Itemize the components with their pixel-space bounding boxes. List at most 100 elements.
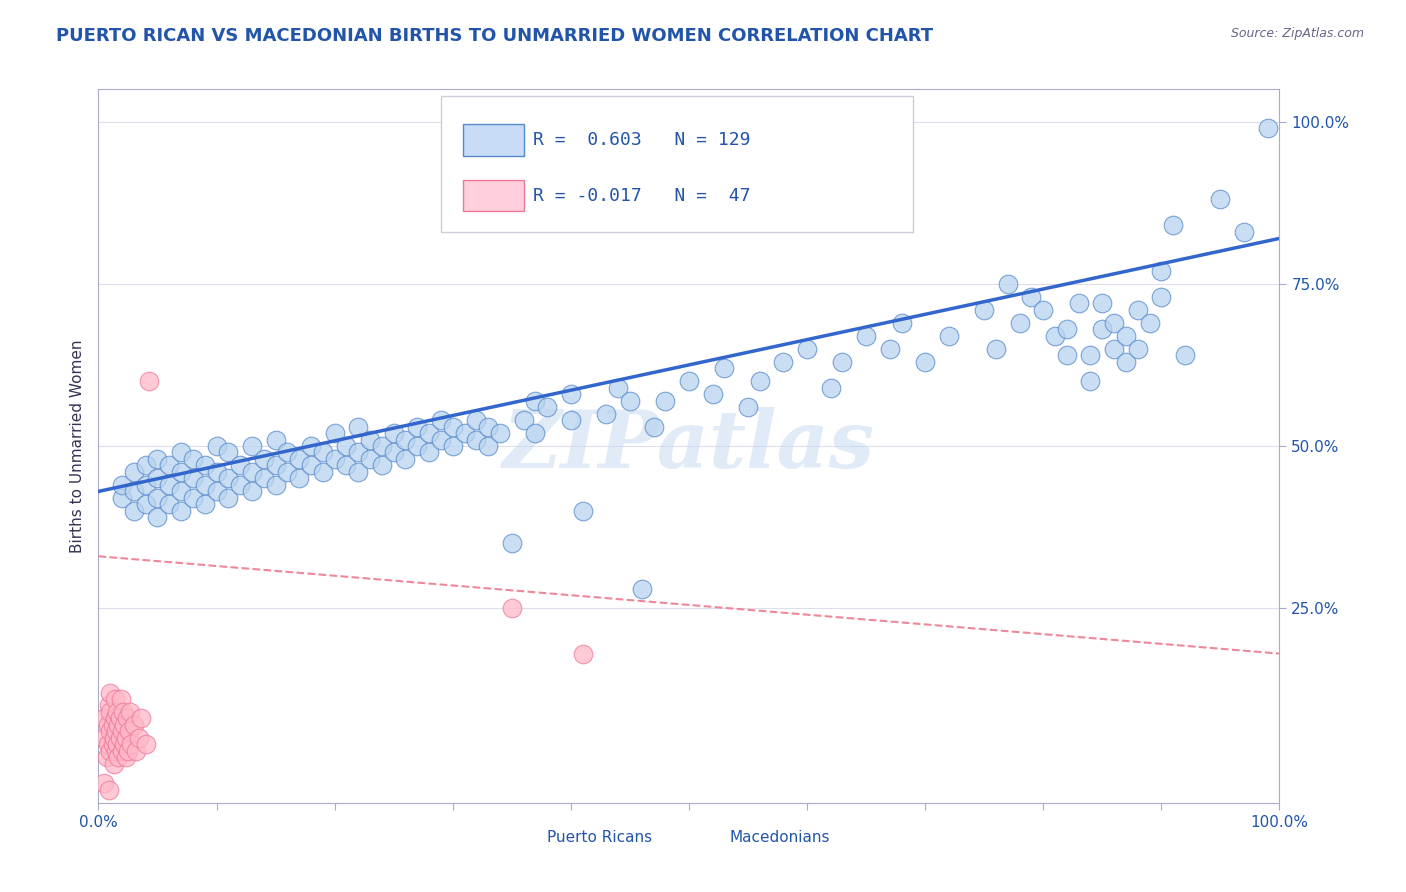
Point	[312, 465, 335, 479]
Point	[146, 471, 169, 485]
Point	[229, 458, 252, 473]
Point	[264, 458, 287, 473]
Point	[820, 381, 842, 395]
Point	[1150, 264, 1173, 278]
Point	[453, 425, 475, 440]
Point	[441, 439, 464, 453]
Point	[288, 471, 311, 485]
Point	[146, 491, 169, 505]
Point	[217, 491, 239, 505]
Point	[276, 445, 298, 459]
Point	[1032, 302, 1054, 317]
Point	[394, 433, 416, 447]
Point	[643, 419, 665, 434]
Point	[114, 731, 136, 745]
Point	[335, 458, 357, 473]
Point	[737, 400, 759, 414]
Point	[98, 685, 121, 699]
Point	[418, 425, 440, 440]
Y-axis label: Births to Unmarried Women: Births to Unmarried Women	[69, 339, 84, 553]
Point	[96, 750, 118, 764]
Point	[619, 393, 641, 408]
Point	[138, 374, 160, 388]
Text: Puerto Ricans: Puerto Ricans	[547, 830, 652, 845]
Point	[359, 433, 381, 447]
Point	[108, 731, 131, 745]
Point	[240, 439, 263, 453]
Point	[93, 731, 115, 745]
Point	[299, 458, 322, 473]
Point	[418, 445, 440, 459]
Point	[111, 724, 134, 739]
Point	[501, 601, 523, 615]
Point	[112, 705, 135, 719]
Point	[702, 387, 724, 401]
Point	[107, 718, 129, 732]
Point	[382, 445, 405, 459]
Point	[1233, 225, 1256, 239]
Point	[181, 491, 204, 505]
Point	[157, 497, 180, 511]
Point	[146, 510, 169, 524]
Point	[264, 433, 287, 447]
Point	[1126, 342, 1149, 356]
Point	[1126, 302, 1149, 317]
Text: R =  0.603   N = 129: R = 0.603 N = 129	[533, 131, 751, 149]
Point	[194, 458, 217, 473]
Text: ZIPatlas: ZIPatlas	[503, 408, 875, 484]
Point	[103, 756, 125, 771]
Point	[97, 718, 120, 732]
Point	[111, 478, 134, 492]
Point	[796, 342, 818, 356]
Point	[879, 342, 901, 356]
Point	[98, 698, 121, 713]
Point	[103, 731, 125, 745]
Point	[501, 536, 523, 550]
Point	[264, 478, 287, 492]
Point	[110, 692, 132, 706]
Point	[122, 504, 145, 518]
Point	[524, 393, 547, 408]
Point	[1056, 322, 1078, 336]
Point	[323, 425, 346, 440]
Point	[748, 374, 770, 388]
Point	[678, 374, 700, 388]
Point	[98, 782, 121, 797]
Point	[205, 484, 228, 499]
Point	[441, 419, 464, 434]
Point	[93, 711, 115, 725]
Point	[128, 731, 150, 745]
Point	[111, 491, 134, 505]
Point	[1102, 316, 1125, 330]
FancyBboxPatch shape	[441, 96, 914, 232]
Point	[104, 692, 127, 706]
Point	[1091, 296, 1114, 310]
Point	[477, 419, 499, 434]
Point	[571, 647, 593, 661]
Point	[97, 738, 120, 752]
Point	[240, 484, 263, 499]
Point	[1150, 290, 1173, 304]
Point	[1161, 219, 1184, 233]
Text: R = -0.017   N =  47: R = -0.017 N = 47	[533, 186, 751, 204]
Point	[157, 478, 180, 492]
Point	[135, 497, 157, 511]
Point	[288, 452, 311, 467]
Point	[394, 452, 416, 467]
Point	[713, 361, 735, 376]
Point	[430, 433, 453, 447]
Point	[98, 744, 121, 758]
Point	[98, 705, 121, 719]
Point	[465, 433, 488, 447]
Point	[105, 724, 128, 739]
Point	[115, 711, 138, 725]
Point	[1209, 193, 1232, 207]
Point	[406, 419, 429, 434]
FancyBboxPatch shape	[686, 825, 724, 851]
Point	[253, 452, 276, 467]
Point	[406, 439, 429, 453]
Text: Source: ZipAtlas.com: Source: ZipAtlas.com	[1230, 27, 1364, 40]
Point	[560, 387, 582, 401]
Point	[122, 718, 145, 732]
Point	[194, 478, 217, 492]
